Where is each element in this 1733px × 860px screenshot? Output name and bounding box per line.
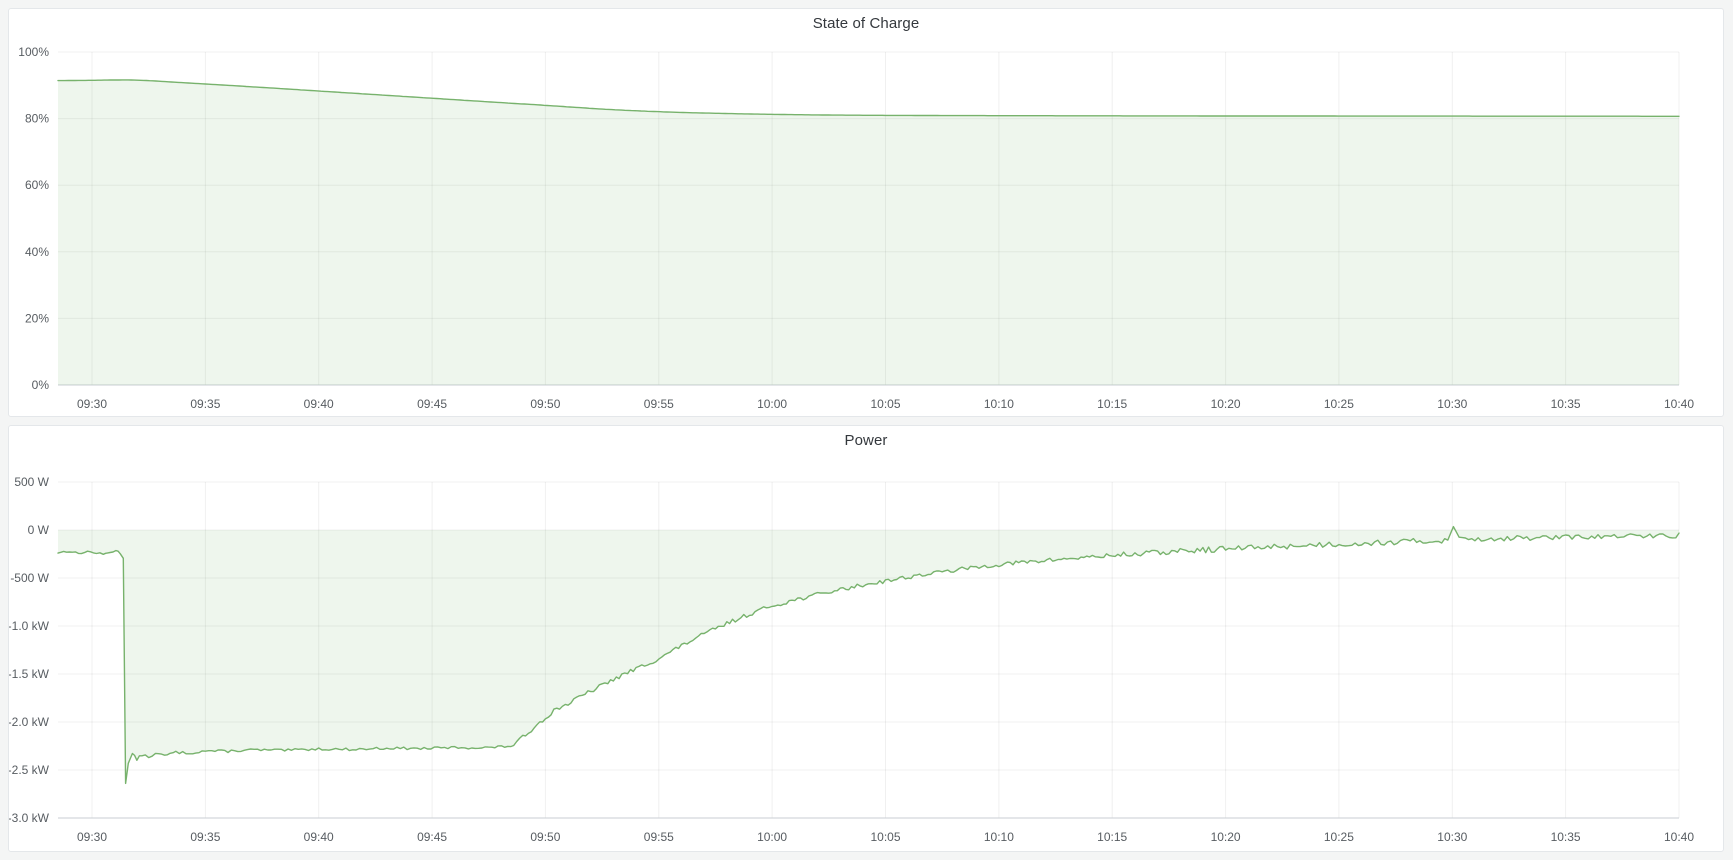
x-tick-label: 09:50	[530, 830, 560, 844]
x-tick-label: 09:35	[190, 830, 220, 844]
y-tick-label: 0 W	[28, 523, 50, 537]
y-tick-label: -500 W	[10, 571, 49, 585]
state-of-charge-chart[interactable]: 09:30 09:35 09:40 09:45 09:50 09:55 10:00 10:05…	[9, 9, 1723, 416]
panel-title-state-of-charge[interactable]: State of Charge	[812, 15, 920, 32]
x-tick-label: 09:45	[417, 397, 447, 411]
x-tick-label: 10:35	[1551, 830, 1581, 844]
x-tick-label: 09:55	[644, 397, 674, 411]
x-tick-label: 09:40	[304, 397, 334, 411]
x-tick-label: 09:55	[644, 830, 674, 844]
power-chart[interactable]: 09:30 09:35 09:40 09:45 09:50 09:55 10:00 10:05…	[9, 426, 1723, 851]
x-tick-labels: 09:30 09:35 09:40 09:45 09:50 09:55 10:00 10:05…	[77, 830, 1694, 844]
x-tick-label: 09:40	[304, 830, 334, 844]
power-line	[57, 525, 1680, 785]
y-tick-label: -2.5 kW	[9, 763, 50, 777]
y-tick-labels: 500 W 0 W -500 W -1.0 kW -1.5 kW -2.0 kW -2.5 …	[9, 475, 50, 825]
y-tick-label: 500 W	[14, 475, 49, 489]
x-tick-label: 09:30	[77, 397, 107, 411]
x-tick-label: 09:35	[190, 397, 220, 411]
x-tick-label: 10:20	[1211, 830, 1241, 844]
x-tick-label: 09:50	[530, 397, 560, 411]
x-tick-label: 10:05	[870, 830, 900, 844]
y-tick-label: -1.5 kW	[9, 667, 50, 681]
power-area-fill	[58, 526, 1679, 784]
x-tick-label: 10:00	[757, 830, 787, 844]
x-tick-label: 10:25	[1324, 830, 1354, 844]
y-tick-label: -2.0 kW	[9, 715, 50, 729]
x-tick-label: 10:20	[1211, 397, 1241, 411]
y-tick-label: 40%	[25, 245, 49, 259]
x-tick-label: 10:25	[1324, 397, 1354, 411]
x-tick-label: 10:35	[1551, 397, 1581, 411]
state-of-charge-line	[57, 79, 1680, 117]
y-tick-label: 0%	[32, 378, 50, 392]
x-tick-label: 10:15	[1097, 830, 1127, 844]
x-tick-label: 10:10	[984, 830, 1014, 844]
y-tick-label: 100%	[18, 45, 49, 59]
x-tick-label: 10:00	[757, 397, 787, 411]
x-tick-labels: 09:30 09:35 09:40 09:45 09:50 09:55 10:00 10:05…	[77, 397, 1694, 411]
y-tick-label: -3.0 kW	[9, 811, 50, 825]
gridlines	[58, 481, 1680, 819]
x-tick-label: 09:45	[417, 830, 447, 844]
x-tick-label: 10:30	[1437, 397, 1467, 411]
y-tick-label: -1.0 kW	[9, 619, 50, 633]
x-tick-label: 10:05	[870, 397, 900, 411]
panel-title-power[interactable]: Power	[844, 432, 888, 449]
y-tick-label: 60%	[25, 178, 49, 192]
panel-state-of-charge: State of Charge 09:30 09:35 09:40 09:45 09:5…	[8, 8, 1724, 417]
state-of-charge-area-fill	[58, 79, 1679, 386]
y-tick-label: 20%	[25, 311, 49, 325]
x-tick-label: 10:40	[1664, 830, 1694, 844]
panel-power: Power 09:30 09:35 09:40 09:45 09:50 09:55 10:0…	[8, 425, 1724, 852]
x-tick-label: 10:30	[1437, 830, 1467, 844]
y-tick-label: 80%	[25, 112, 49, 126]
x-tick-label: 10:40	[1664, 397, 1694, 411]
x-tick-label: 10:15	[1097, 397, 1127, 411]
x-tick-label: 10:10	[984, 397, 1014, 411]
y-tick-labels: 0% 20% 40% 60% 80% 100%	[18, 45, 49, 392]
x-tick-label: 09:30	[77, 830, 107, 844]
